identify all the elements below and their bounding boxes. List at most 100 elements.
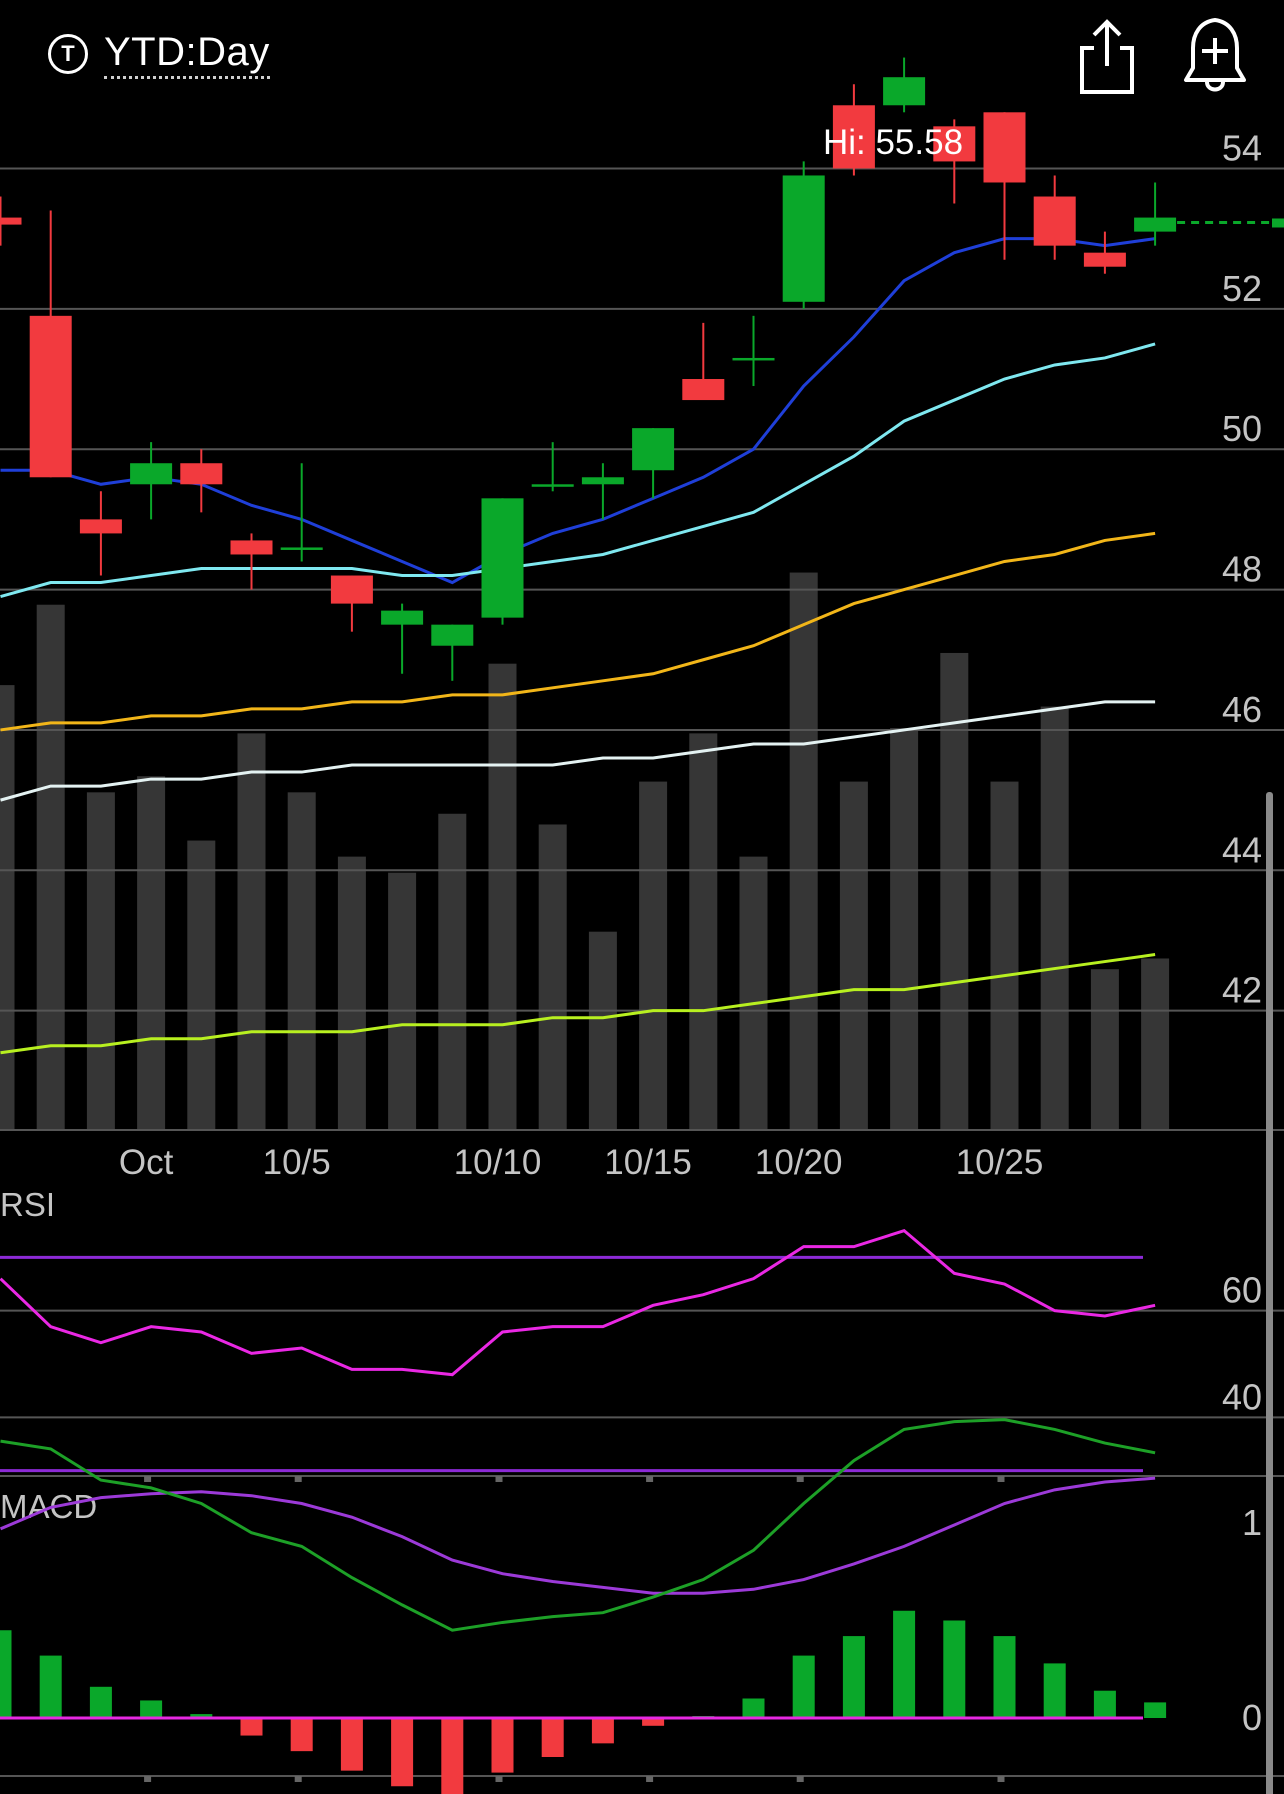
- chart-header: T YTD:Day: [0, 0, 1284, 110]
- macd-histogram-bar: [290, 1718, 313, 1752]
- macd-panel-label: MACD: [0, 1488, 97, 1525]
- rsi-tick: [144, 1476, 152, 1482]
- high-price-label: Hi: 55.58: [823, 123, 963, 162]
- candle-body: [330, 575, 373, 604]
- candle-body: [431, 624, 474, 646]
- volume-bar: [237, 733, 266, 1130]
- rsi-panel-label: RSI: [0, 1186, 55, 1223]
- rsi-axis-label: 60: [1222, 1270, 1262, 1311]
- candle-body: [481, 498, 524, 618]
- macd-histogram-bar: [39, 1655, 62, 1718]
- ticker-logo-icon[interactable]: T: [48, 34, 88, 74]
- moving-average-line: [0, 237, 1156, 585]
- moving-average-line: [0, 531, 1156, 732]
- volume-bar: [287, 792, 316, 1130]
- volume-bar: [388, 872, 417, 1130]
- ticker-logo-letter: T: [61, 41, 75, 66]
- macd-histogram-bar: [1093, 1690, 1116, 1718]
- macd-tick: [144, 1776, 152, 1782]
- volume-bar: [839, 781, 868, 1130]
- macd-axis-label: 0: [1242, 1697, 1262, 1738]
- macd-histogram-bar: [391, 1718, 414, 1787]
- share-icon[interactable]: [1074, 16, 1134, 98]
- macd-histogram-bar: [441, 1718, 464, 1794]
- candle-body: [581, 477, 624, 485]
- price-axis-label: 50: [1222, 408, 1262, 449]
- candle-body: [280, 547, 323, 550]
- price-axis-label: 52: [1222, 268, 1262, 309]
- moving-average-line: [0, 953, 1156, 1055]
- vertical-scrollbar[interactable]: [1266, 792, 1273, 1794]
- candle-body: [933, 126, 976, 162]
- volume-bar: [538, 824, 567, 1130]
- volume-bar: [789, 572, 818, 1130]
- macd-tick: [646, 1776, 654, 1782]
- price-axis-label: 54: [1222, 127, 1262, 168]
- candle-body: [1033, 196, 1076, 246]
- macd-histogram-bar: [240, 1718, 263, 1736]
- candle-body: [381, 610, 424, 625]
- price-axis-label: 46: [1222, 689, 1262, 730]
- rsi-tick: [796, 1476, 804, 1482]
- volume-bar: [689, 733, 718, 1130]
- x-axis-date-label: 10/20: [755, 1143, 843, 1182]
- candle-body: [79, 519, 122, 534]
- macd-signal-line: [0, 1476, 1156, 1595]
- macd-histogram-bar: [0, 1630, 12, 1718]
- candle-body: [531, 484, 574, 487]
- candle-body: [29, 315, 72, 478]
- macd-tick: [294, 1776, 302, 1782]
- rsi-tick: [997, 1476, 1005, 1482]
- macd-histogram-bar: [943, 1620, 966, 1718]
- volume-bar: [739, 856, 768, 1130]
- moving-average-line: [0, 342, 1156, 599]
- volume-bar: [438, 813, 467, 1130]
- macd-tick: [997, 1776, 1005, 1782]
- moving-average-line: [0, 700, 1156, 802]
- macd-histogram-bar: [140, 1700, 163, 1718]
- volume-bar: [890, 728, 919, 1130]
- rsi-line: [0, 1228, 1156, 1377]
- price-axis-label: 48: [1222, 549, 1262, 590]
- macd-histogram-bar: [742, 1698, 765, 1718]
- macd-tick: [495, 1776, 503, 1782]
- candle-body: [130, 463, 173, 485]
- volume-bar: [1040, 706, 1069, 1130]
- volume-bar: [1141, 958, 1170, 1130]
- macd-histogram-bar: [1144, 1702, 1167, 1718]
- volume-bar: [0, 685, 15, 1130]
- macd-histogram-bar: [993, 1636, 1016, 1718]
- add-alert-icon[interactable]: [1180, 12, 1250, 96]
- rsi-tick: [646, 1476, 654, 1482]
- x-axis-date-label: Oct: [119, 1143, 174, 1182]
- candle-body: [1083, 252, 1126, 267]
- rsi-tick: [495, 1476, 503, 1482]
- volume-bar: [990, 781, 1019, 1130]
- macd-histogram-bar: [591, 1718, 614, 1744]
- volume-bar: [639, 781, 668, 1130]
- candle-body: [832, 105, 875, 169]
- period-selector[interactable]: YTD:Day: [104, 30, 270, 79]
- candle-body: [732, 357, 775, 361]
- candle-body: [1134, 217, 1177, 232]
- volume-bar: [86, 792, 115, 1130]
- rsi-tick: [294, 1476, 302, 1482]
- volume-bar: [1090, 969, 1119, 1130]
- x-axis-date-label: 10/25: [956, 1143, 1044, 1182]
- price-axis-label: 42: [1222, 970, 1262, 1011]
- volume-bar: [588, 931, 617, 1130]
- x-axis-date-label: 10/15: [604, 1143, 692, 1182]
- macd-histogram-bar: [491, 1718, 514, 1773]
- volume-bar: [940, 652, 969, 1130]
- x-axis-date-label: 10/5: [263, 1143, 331, 1182]
- macd-histogram-bar: [190, 1714, 213, 1718]
- macd-histogram-bar: [89, 1686, 112, 1718]
- candle-body: [0, 217, 22, 225]
- candle-body: [632, 428, 675, 471]
- rsi-axis-label: 40: [1222, 1376, 1262, 1417]
- candle-body: [782, 175, 825, 302]
- price-axis-label: 44: [1222, 829, 1262, 870]
- macd-line: [0, 1418, 1156, 1632]
- macd-axis-label: 1: [1242, 1502, 1262, 1543]
